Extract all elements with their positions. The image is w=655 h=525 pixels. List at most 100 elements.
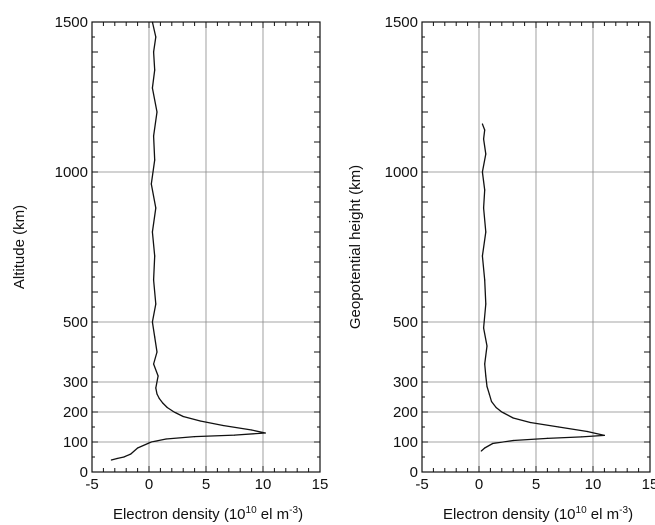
y-tick-label: 1500 xyxy=(55,14,88,31)
y-tick-label: 300 xyxy=(63,374,88,391)
y-tick-label: 1000 xyxy=(55,164,88,181)
data-point xyxy=(233,434,236,436)
data-point xyxy=(123,456,125,458)
x-tick-label: 0 xyxy=(475,476,483,493)
data-point xyxy=(199,420,201,422)
data-point xyxy=(512,417,514,419)
data-point xyxy=(151,231,154,233)
data-point xyxy=(484,189,486,191)
x-axis-label-part: ) xyxy=(298,506,303,523)
data-point xyxy=(155,36,157,38)
plot-frame xyxy=(91,21,321,473)
data-point xyxy=(512,439,514,442)
data-point xyxy=(486,385,488,388)
data-point xyxy=(482,138,485,140)
data-point xyxy=(586,430,588,433)
data-point xyxy=(558,426,560,428)
x-tick-label: 15 xyxy=(312,476,329,493)
data-point xyxy=(222,424,224,427)
series-line xyxy=(480,123,606,452)
data-point xyxy=(581,436,583,438)
data-point xyxy=(484,363,486,365)
y-tick-label: 500 xyxy=(393,314,418,331)
data-point xyxy=(155,303,157,305)
x-axis-label-superscript: 10 xyxy=(576,505,588,516)
x-axis-label-part: el m xyxy=(257,506,290,523)
y-tick-label: 0 xyxy=(80,464,88,481)
x-axis-label-superscript: -3 xyxy=(619,505,628,516)
y-tick-label: 100 xyxy=(63,434,88,451)
data-point xyxy=(480,450,482,452)
data-point xyxy=(155,207,157,209)
data-point xyxy=(484,447,486,449)
data-point xyxy=(152,51,155,53)
data-point xyxy=(481,123,484,125)
data-point xyxy=(110,459,112,461)
x-tick-label: 10 xyxy=(255,476,272,493)
data-point xyxy=(484,129,486,131)
x-axis-label-part: el m xyxy=(587,506,620,523)
data-point xyxy=(251,429,253,431)
y-tick-label: 100 xyxy=(393,434,418,451)
data-point xyxy=(154,255,156,257)
y-tick-label: 1500 xyxy=(385,14,418,31)
y-tick-label: 200 xyxy=(63,404,88,421)
data-point xyxy=(116,457,118,460)
data-point xyxy=(485,375,487,377)
data-point xyxy=(154,159,156,161)
data-point xyxy=(484,279,486,281)
x-axis-label: Electron density (1010 el m-3) xyxy=(443,505,633,523)
data-point xyxy=(165,438,167,440)
y-axis-label: Altitude (km) xyxy=(11,205,28,289)
x-axis-label-part: ) xyxy=(628,506,633,523)
y-axis-label: Geopotential height (km) xyxy=(347,165,364,329)
data-point xyxy=(485,153,487,155)
data-point xyxy=(481,171,484,173)
data-point xyxy=(485,303,487,305)
data-point xyxy=(495,406,497,409)
x-axis-label-part: Electron density (10 xyxy=(113,506,246,523)
x-axis-label: Electron density (1010 el m-3) xyxy=(113,505,303,523)
x-tick-label: 15 xyxy=(642,476,655,493)
y-tick-label: 0 xyxy=(410,464,418,481)
data-point xyxy=(162,402,164,404)
x-tick-label: 0 xyxy=(145,476,153,493)
x-axis-label-superscript: 10 xyxy=(246,505,258,516)
data-point xyxy=(485,231,487,233)
data-point xyxy=(155,387,157,389)
data-point xyxy=(482,207,485,209)
data-point xyxy=(173,411,175,413)
data-point xyxy=(154,336,156,338)
data-point xyxy=(492,442,494,445)
plot-frame xyxy=(421,21,651,473)
data-point xyxy=(490,400,493,403)
data-point xyxy=(152,135,155,137)
x-tick-label: 5 xyxy=(532,476,540,493)
data-point xyxy=(157,375,159,377)
data-point xyxy=(154,69,156,71)
x-tick-label: -5 xyxy=(415,476,428,493)
data-point xyxy=(152,363,155,365)
data-point xyxy=(150,441,152,443)
data-point xyxy=(194,436,196,438)
data-point xyxy=(486,345,488,347)
x-tick-label: -5 xyxy=(85,476,98,493)
x-tick-label: 5 xyxy=(202,476,210,493)
x-axis-label-part: Electron density (10 xyxy=(443,506,576,523)
data-point xyxy=(482,327,485,329)
data-point xyxy=(156,111,158,113)
x-axis-label-superscript: -3 xyxy=(289,505,298,516)
data-point xyxy=(182,415,184,418)
data-point xyxy=(151,21,154,23)
data-point xyxy=(152,279,155,281)
data-point xyxy=(529,421,531,424)
data-point xyxy=(151,87,154,89)
data-point xyxy=(151,321,154,323)
data-point xyxy=(156,351,158,353)
data-point xyxy=(481,255,484,257)
data-point xyxy=(488,393,490,395)
series-line xyxy=(111,21,266,461)
data-point xyxy=(264,432,266,434)
